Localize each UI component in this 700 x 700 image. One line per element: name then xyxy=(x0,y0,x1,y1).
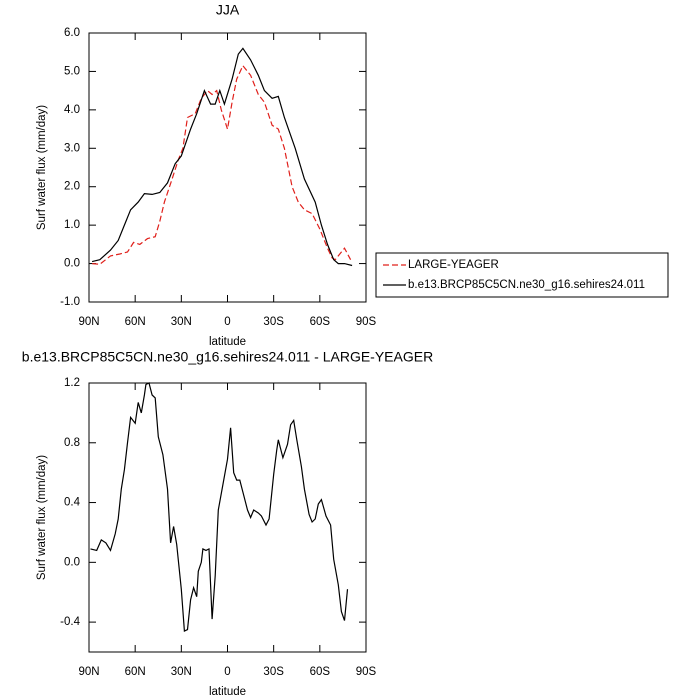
data-line xyxy=(91,47,353,267)
y-tick-label: 4.0 xyxy=(64,104,80,116)
x-tick-label: 60S xyxy=(310,666,331,678)
x-tick-label: 0 xyxy=(224,316,230,328)
y-tick-label: 0.0 xyxy=(64,556,80,568)
x-axis-label: latitude xyxy=(209,336,246,348)
y-axis-label: Surf water flux (mm/day) xyxy=(36,455,48,580)
x-tick-label: 0 xyxy=(224,666,230,678)
x-tick-label: 60N xyxy=(125,316,146,328)
x-tick-label: 90S xyxy=(356,666,377,678)
plot-frame xyxy=(88,382,367,653)
y-tick-label: 0.4 xyxy=(64,497,81,509)
x-tick-label: 60N xyxy=(125,666,146,678)
y-axis-label: Surf water flux (mm/day) xyxy=(36,105,48,230)
y-tick-label: 1.0 xyxy=(64,219,80,231)
y-tick-label: 0.0 xyxy=(64,258,80,270)
y-tick-label: -0.4 xyxy=(60,616,80,628)
y-tick-label: -1.0 xyxy=(60,296,80,308)
x-tick-label: 30S xyxy=(263,666,284,678)
legend-label: LARGE-YEAGER xyxy=(408,259,499,271)
y-tick-label: 6.0 xyxy=(64,27,80,39)
data-line xyxy=(90,382,349,633)
x-tick-label: 90N xyxy=(78,316,99,328)
y-tick-label: 3.0 xyxy=(64,142,80,154)
x-tick-label: 30S xyxy=(263,316,284,328)
x-tick-label: 30N xyxy=(171,666,192,678)
y-tick-label: 0.8 xyxy=(64,437,80,449)
y-tick-label: 2.0 xyxy=(64,181,80,193)
x-tick-label: 60S xyxy=(310,316,331,328)
x-axis-label: latitude xyxy=(209,686,246,698)
chart-title: b.e13.BRCP85C5CN.ne30_g16.sehires24.011 … xyxy=(22,349,433,365)
legend-label: b.e13.BRCP85C5CN.ne30_g16.sehires24.011 xyxy=(408,279,645,291)
y-tick-label: 1.2 xyxy=(64,377,80,389)
legend-box xyxy=(375,252,669,298)
plot-frame xyxy=(88,32,367,303)
x-tick-label: 90N xyxy=(78,666,99,678)
data-line xyxy=(92,64,352,265)
chart-title: JJA xyxy=(216,2,240,18)
x-tick-label: 30N xyxy=(171,316,192,328)
x-tick-label: 90S xyxy=(356,316,377,328)
y-tick-label: 5.0 xyxy=(64,65,80,77)
